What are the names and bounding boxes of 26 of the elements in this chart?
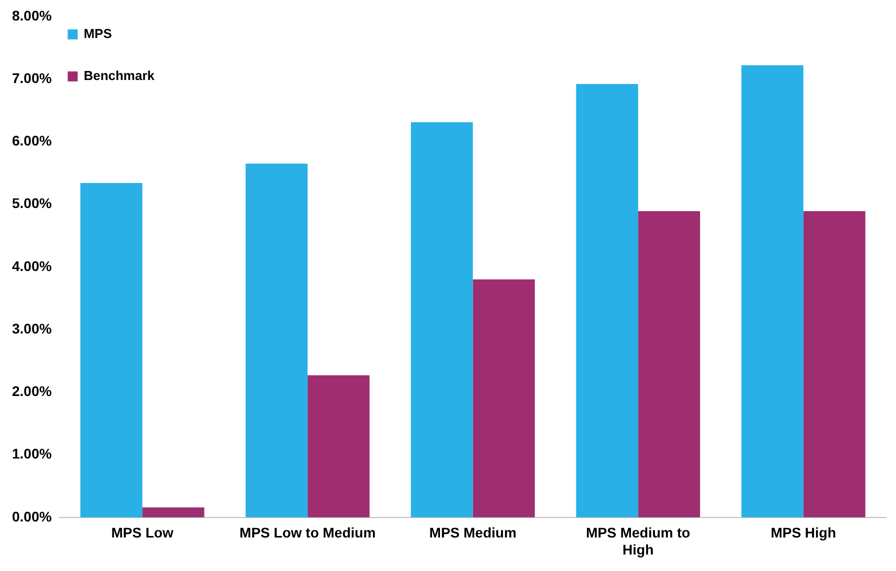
bar (638, 211, 700, 518)
y-tick-label: 8.00% (12, 7, 52, 24)
x-tick-label: MPS Low (111, 524, 174, 541)
x-tick-label: MPS Low to Medium (240, 524, 376, 541)
x-tick-label: MPS Medium (429, 524, 516, 541)
bar (472, 279, 535, 518)
legend-label: Benchmark (84, 68, 156, 83)
y-tick-label: 3.00% (12, 320, 52, 336)
y-tick-label: 2.00% (12, 383, 52, 400)
bar (246, 164, 308, 518)
bar (142, 507, 204, 518)
bar (410, 122, 473, 518)
x-tick-label: MPS High (770, 524, 836, 541)
bar (741, 65, 804, 518)
bar (803, 211, 866, 518)
y-tick-label: 5.00% (12, 195, 52, 212)
y-tick-label: 0.00% (12, 508, 52, 524)
y-tick-label: 4.00% (12, 258, 52, 274)
bar (308, 375, 370, 518)
x-tick-label: MPS Medium to High (586, 524, 690, 558)
bar (80, 182, 142, 518)
y-tick-label: 6.00% (12, 132, 52, 149)
bar (576, 84, 638, 518)
legend-label: MPS (84, 26, 112, 41)
y-tick-label: 7.00% (12, 70, 52, 86)
y-tick-label: 1.00% (12, 446, 52, 462)
